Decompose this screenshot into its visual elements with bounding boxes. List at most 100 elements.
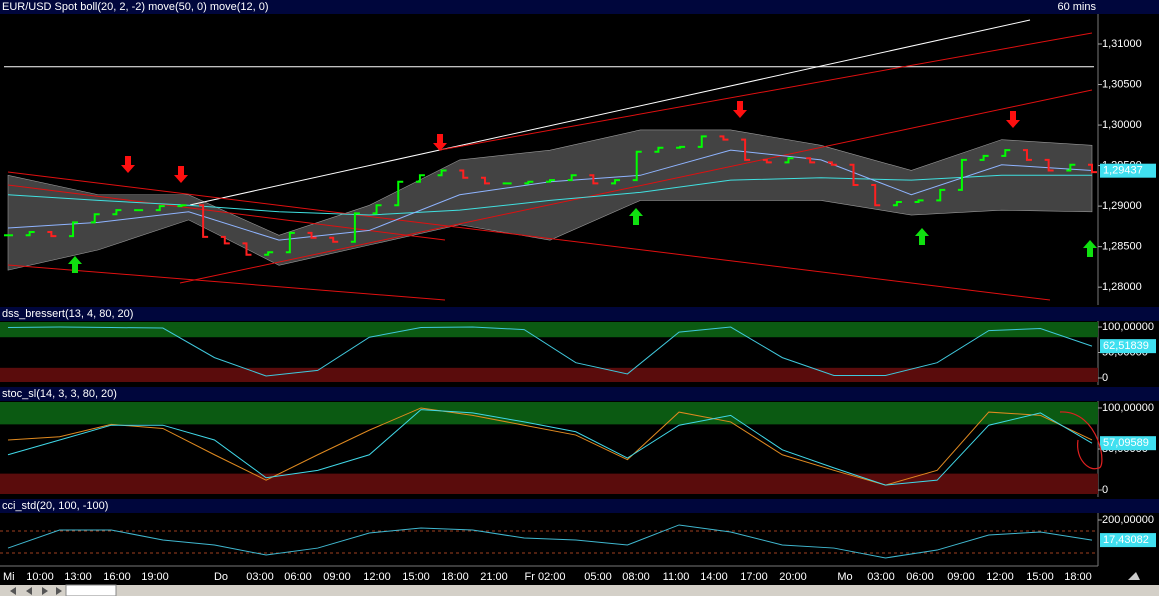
price-bar — [285, 231, 295, 254]
price-bar — [762, 158, 772, 164]
trend-line — [7, 184, 446, 241]
x-tick-label: 20:00 — [779, 571, 807, 583]
x-tick-label: 10:00 — [26, 571, 54, 583]
indicator-line — [7, 524, 1093, 559]
signal-arrow — [121, 156, 135, 173]
price-bar — [719, 135, 729, 141]
current-value-label: 57,09589 — [1103, 437, 1149, 449]
x-tick-label: 17:00 — [740, 571, 768, 583]
price-bar — [1001, 149, 1011, 157]
price-bar — [1066, 163, 1076, 172]
price-bar — [524, 180, 534, 185]
price-bar — [25, 231, 35, 237]
price-bar — [329, 236, 339, 243]
current-value-label: 1,29437 — [1103, 165, 1143, 177]
panel-title: dss_bressert(13, 4, 80, 20) — [2, 308, 133, 320]
price-bar — [892, 201, 902, 207]
tab-arrows[interactable] — [10, 587, 62, 595]
y-tick-label: 200,00000 — [1102, 514, 1154, 526]
sheet-tab[interactable] — [65, 584, 117, 596]
panel-title: stoc_sl(14, 3, 3, 80, 20) — [2, 388, 117, 400]
price-bar — [957, 158, 967, 191]
current-value-tag — [1100, 436, 1156, 451]
price-bar — [307, 231, 317, 239]
price-bar — [849, 163, 859, 187]
trend-line — [7, 171, 1051, 301]
x-tick-label: 18:00 — [441, 571, 469, 583]
trend-line — [7, 264, 446, 301]
title-bar — [0, 307, 1159, 321]
x-tick-label: 18:00 — [1064, 571, 1092, 583]
signal-arrow — [1006, 111, 1020, 128]
signal-arrow — [1083, 240, 1097, 257]
x-tick-label: 03:00 — [246, 571, 274, 583]
oversold-zone — [0, 367, 1098, 382]
current-value-label: 17,43082 — [1103, 534, 1149, 546]
price-bar — [632, 150, 642, 182]
price-bar — [437, 169, 447, 177]
x-tick-label: 09:00 — [323, 571, 351, 583]
current-value-tag — [1100, 533, 1156, 548]
price-bar — [871, 184, 881, 207]
y-tick-label: 1,31000 — [1102, 38, 1142, 50]
x-tick-label: 06:00 — [284, 571, 312, 583]
oversold-zone — [0, 473, 1098, 494]
price-bar — [69, 221, 79, 238]
annotation-circle — [1059, 411, 1103, 470]
price-bar — [914, 199, 924, 204]
title-bar — [0, 0, 1159, 14]
price-bar — [806, 157, 816, 164]
current-value-label: 62,51839 — [1103, 340, 1149, 352]
price-bar — [480, 176, 490, 185]
price-bar — [112, 209, 122, 216]
price-bar — [242, 242, 252, 256]
price-bar — [47, 231, 57, 238]
price-bar — [936, 188, 946, 202]
indicator-line — [7, 326, 1093, 377]
x-tick-label: 09:00 — [947, 571, 975, 583]
x-tick-label: 08:00 — [622, 571, 650, 583]
x-tick-label: Mi — [3, 571, 15, 583]
price-bar — [177, 204, 187, 208]
x-axis: Mi 10:00 13:00 16:00 19:00 Do 03:00 06:00 09:00 1… — [0, 565, 1159, 585]
price-bar — [394, 180, 404, 207]
trend-line — [189, 19, 1031, 206]
y-tick-label: 100,00000 — [1102, 402, 1154, 414]
price-bar — [1044, 158, 1054, 172]
x-tick-label: 03:00 — [867, 571, 895, 583]
signal-arrow — [433, 134, 447, 151]
price-bar — [589, 174, 599, 185]
trend-line — [439, 32, 1093, 151]
price-bar — [567, 174, 577, 182]
price-bar — [415, 174, 425, 183]
y-tick-label: 0 — [1102, 372, 1108, 384]
price-bar — [199, 204, 209, 238]
title-bar — [0, 499, 1159, 513]
indicator-line — [7, 409, 1093, 486]
panel-2: stoc_sl(14, 3, 3, 80, 20)050,00000100,00… — [0, 387, 1159, 497]
signal-arrow — [733, 101, 747, 118]
price-bar — [1022, 149, 1032, 161]
x-tick-label: 15:00 — [1026, 571, 1054, 583]
y-tick-label: 1,29000 — [1102, 200, 1142, 212]
price-bar — [372, 204, 382, 215]
x-tick-label: 16:00 — [103, 571, 131, 583]
price-bar — [90, 213, 100, 224]
x-axis-bg — [0, 566, 1159, 585]
x-tick-label: 06:00 — [906, 571, 934, 583]
x-tick-label: 05:00 — [584, 571, 612, 583]
price-bar — [264, 251, 274, 256]
x-tick-label: Do — [214, 571, 228, 583]
scroll-icon[interactable] — [1128, 572, 1140, 580]
sheet-tab-label: Blatt1 — [72, 586, 103, 596]
panel-title: cci_std(20, 100, -100) — [2, 500, 108, 512]
indicator-line — [7, 407, 1093, 486]
overbought-zone — [0, 402, 1098, 425]
y-tick-label: 0 — [1102, 484, 1108, 496]
price-bar — [1088, 163, 1097, 174]
trend-line — [179, 89, 1093, 284]
sheet-bar: Blatt1 — [0, 584, 1159, 596]
